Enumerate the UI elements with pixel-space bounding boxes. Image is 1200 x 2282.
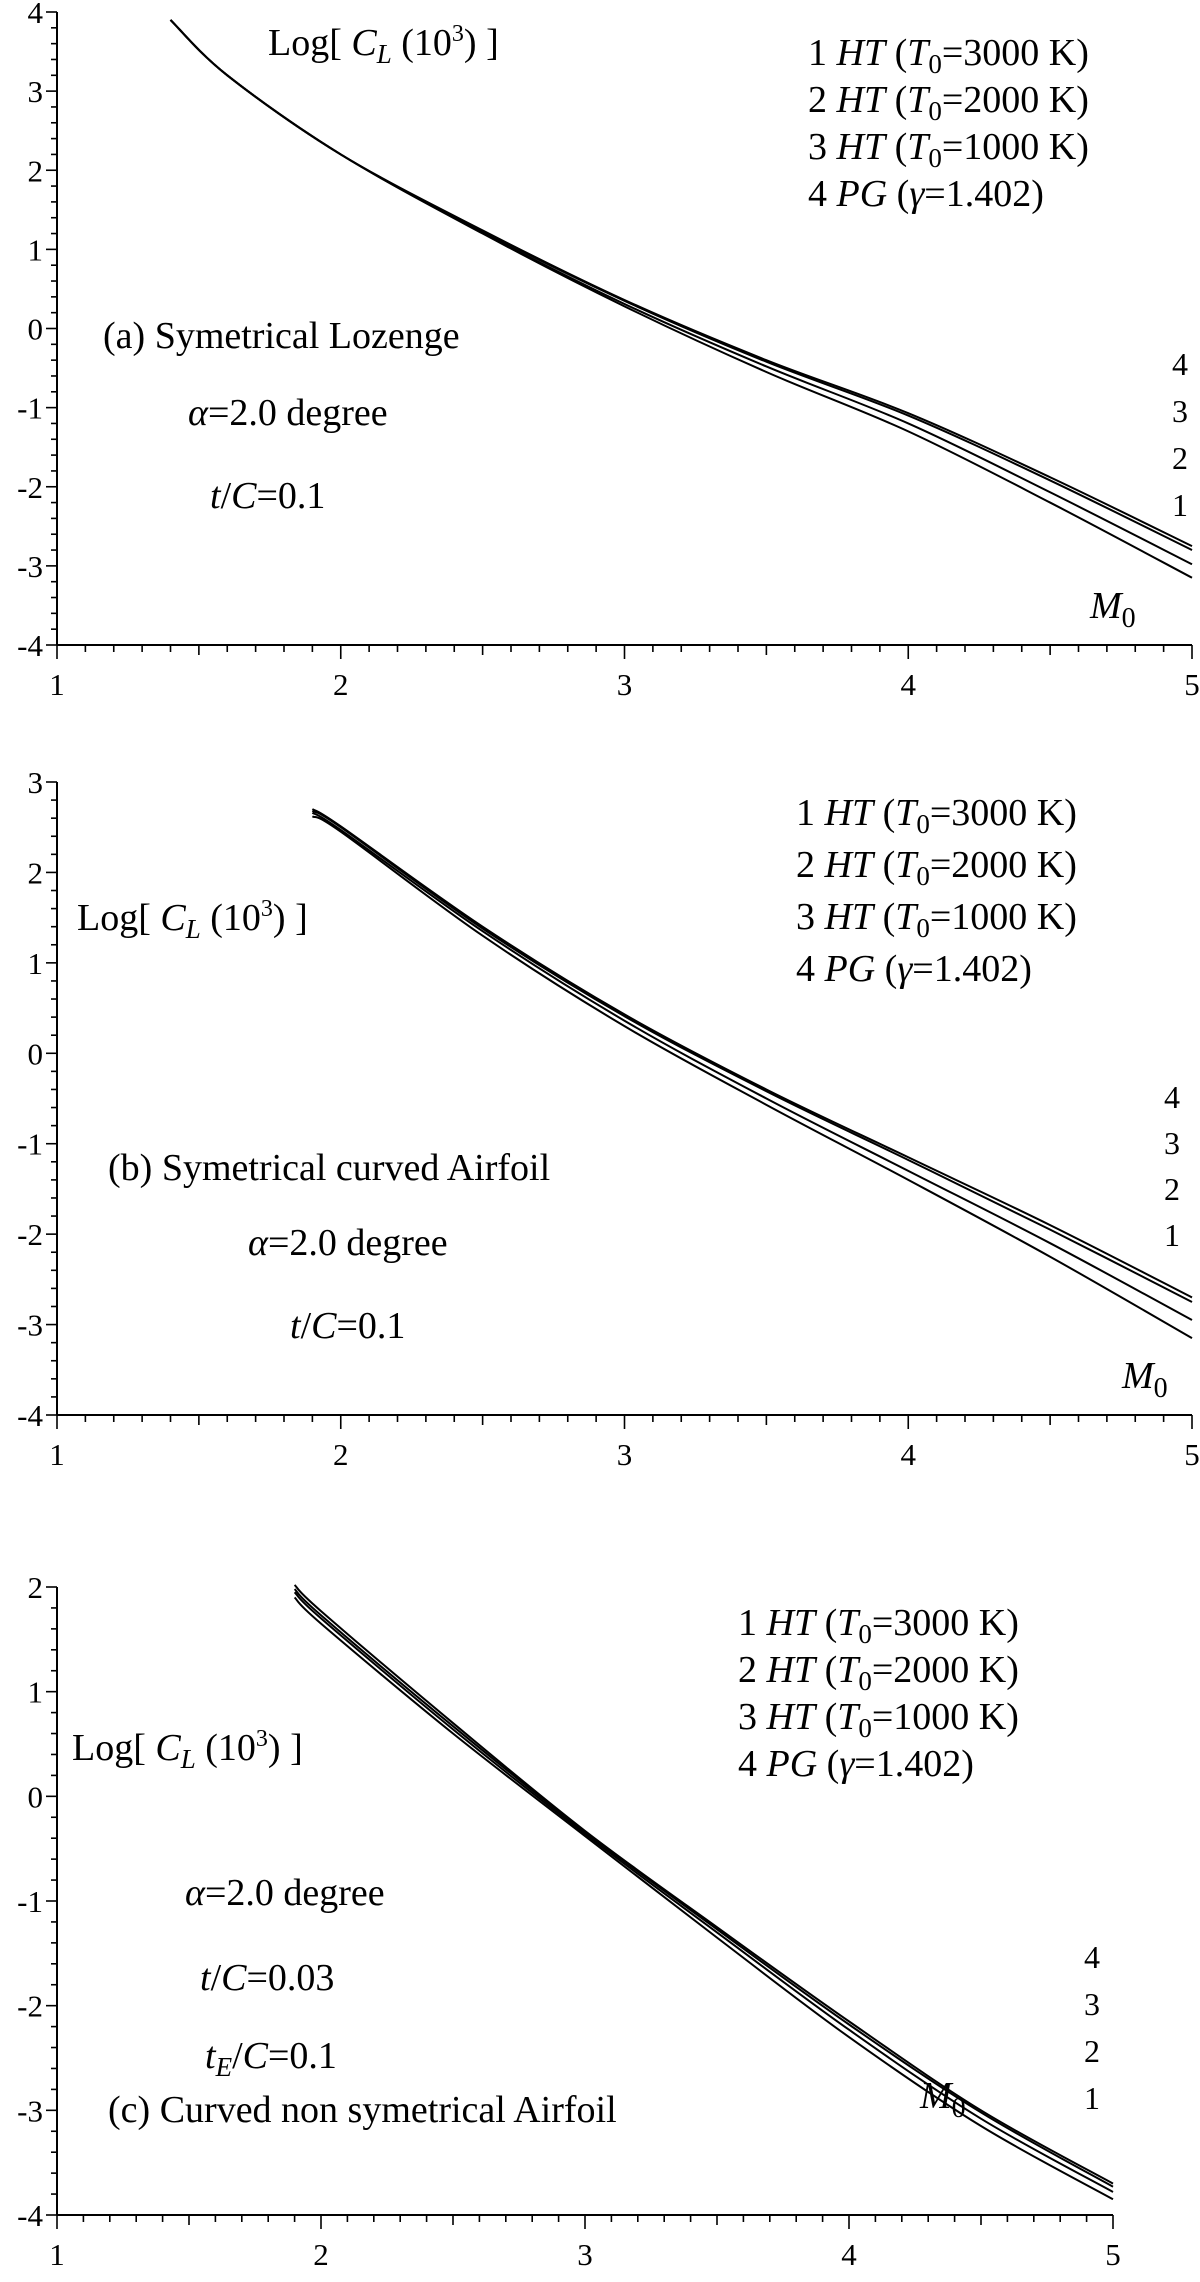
x-tick-label: 1 [49,1437,65,1472]
curve-number-label: 1 [1164,1217,1180,1253]
param-label: α=2.0 degree [185,1872,385,1914]
x-tick-label: 4 [841,2237,857,2272]
y-tick-label: 1 [28,232,44,267]
legend-entry: 4 PG (γ=1.402) [796,948,1032,990]
y-tick-label: -2 [17,1989,43,2024]
y-tick-label: -1 [17,1884,43,1919]
param-label: tE/C=0.1 [205,2035,337,2082]
x-tick-label: 4 [901,1437,917,1472]
x-axis-label: M0 [919,2075,966,2124]
series-line-2 [293,1591,1114,2193]
y-tick-label: 1 [28,946,44,981]
curve-number-label: 2 [1164,1171,1180,1207]
curve-number-label: 3 [1172,393,1188,429]
legend-entry: 3 HT (T0=1000 K) [738,1696,1019,1743]
legend-entry: 4 PG (γ=1.402) [738,1743,974,1785]
series-line-3 [293,1588,1114,2188]
y-axis-label: Log[ CL (103) ] [77,896,308,944]
curve-number-label: 2 [1172,440,1188,476]
series-line-2 [311,811,1193,1321]
y-tick-label: 2 [28,855,44,890]
param-label: α=2.0 degree [248,1222,448,1264]
y-tick-label: -2 [17,470,43,505]
y-axis-label: Log[ CL (103) ] [72,1726,303,1774]
x-tick-label: 1 [49,2237,65,2272]
curve-number-label: 4 [1084,1939,1100,1975]
x-tick-label: 2 [313,2237,329,2272]
legend-entry: 2 HT (T0=2000 K) [738,1649,1019,1696]
curve-number-label: 1 [1172,487,1188,523]
curve-number-label: 1 [1084,2080,1100,2116]
y-tick-label: -4 [17,1398,43,1433]
y-tick-label: -1 [17,391,43,426]
y-tick-label: 3 [28,74,44,109]
series-line-1 [293,1596,1114,2201]
y-tick-label: -3 [17,2093,43,2128]
x-axis-label: M0 [1089,585,1136,634]
curve-number-label: 3 [1084,1986,1100,2022]
x-tick-label: 5 [1184,1437,1200,1472]
y-tick-label: 0 [28,312,44,347]
legend-entry: 1 HT (T0=3000 K) [738,1602,1019,1649]
panel-title: (b) Symetrical curved Airfoil [108,1147,550,1189]
y-tick-label: 4 [28,0,44,30]
y-tick-label: 1 [28,1675,44,1710]
panel-title: (a) Symetrical Lozenge [103,315,460,357]
series-line-4 [311,808,1193,1299]
y-tick-label: -4 [17,628,43,663]
x-axis-label: M0 [1121,1355,1168,1404]
curve-number-label: 4 [1164,1079,1180,1115]
param-label: α=2.0 degree [188,392,388,434]
y-tick-label: -3 [17,549,43,584]
y-tick-label: -1 [17,1127,43,1162]
legend-entry: 1 HT (T0=3000 K) [808,32,1089,79]
y-tick-label: 0 [28,1779,44,1814]
y-tick-label: -2 [17,1217,43,1252]
y-tick-label: -3 [17,1308,43,1343]
x-tick-label: 3 [577,2237,593,2272]
x-tick-label: 5 [1184,667,1200,702]
param-label: t/C=0.1 [290,1305,405,1347]
curve-number-label: 2 [1084,2033,1100,2069]
legend-entry: 1 HT (T0=3000 K) [796,792,1077,839]
series-line-1 [311,815,1193,1340]
y-tick-label: -4 [17,2198,43,2233]
x-tick-label: 3 [617,1437,633,1472]
x-tick-label: 4 [901,667,917,702]
curve-number-label: 3 [1164,1125,1180,1161]
legend-entry: 3 HT (T0=1000 K) [808,126,1089,173]
legend-entry: 2 HT (T0=2000 K) [796,844,1077,891]
legend-entry: 2 HT (T0=2000 K) [808,79,1089,126]
y-tick-label: 2 [28,1570,44,1605]
curve-number-label: 4 [1172,346,1188,382]
x-tick-label: 5 [1105,2237,1121,2272]
y-axis-label: Log[ CL (103) ] [268,21,499,69]
x-tick-label: 3 [617,667,633,702]
series-line-4 [169,19,1193,547]
param-label: t/C=0.03 [200,1957,334,1999]
legend-entry: 3 HT (T0=1000 K) [796,896,1077,943]
x-tick-label: 2 [333,667,349,702]
x-tick-label: 2 [333,1437,349,1472]
series-line-4 [293,1584,1114,2185]
x-tick-label: 1 [49,667,65,702]
y-tick-label: 3 [28,765,44,800]
param-label: t/C=0.1 [210,475,325,517]
legend-entry: 4 PG (γ=1.402) [808,173,1044,215]
y-tick-label: 0 [28,1036,44,1071]
panel-title: (c) Curved non symetrical Airfoil [108,2089,617,2131]
y-tick-label: 2 [28,153,44,188]
